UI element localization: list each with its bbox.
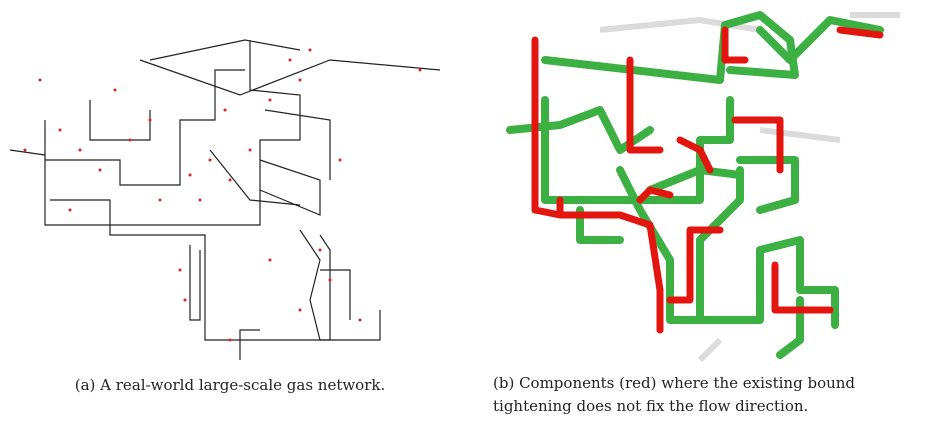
gas-network-a (10, 40, 440, 360)
gas-network-b-green (510, 15, 880, 355)
gas-network-b-shadow (600, 15, 900, 360)
caption: (b) Components (red) where the existing … (493, 372, 913, 418)
gas-network-a-components (24, 49, 422, 342)
figure-images (0, 0, 926, 370)
caption: (a) A real-world large-scale gas network… (20, 374, 440, 397)
page: (a) A real-world large-scale gas network… (0, 0, 926, 429)
